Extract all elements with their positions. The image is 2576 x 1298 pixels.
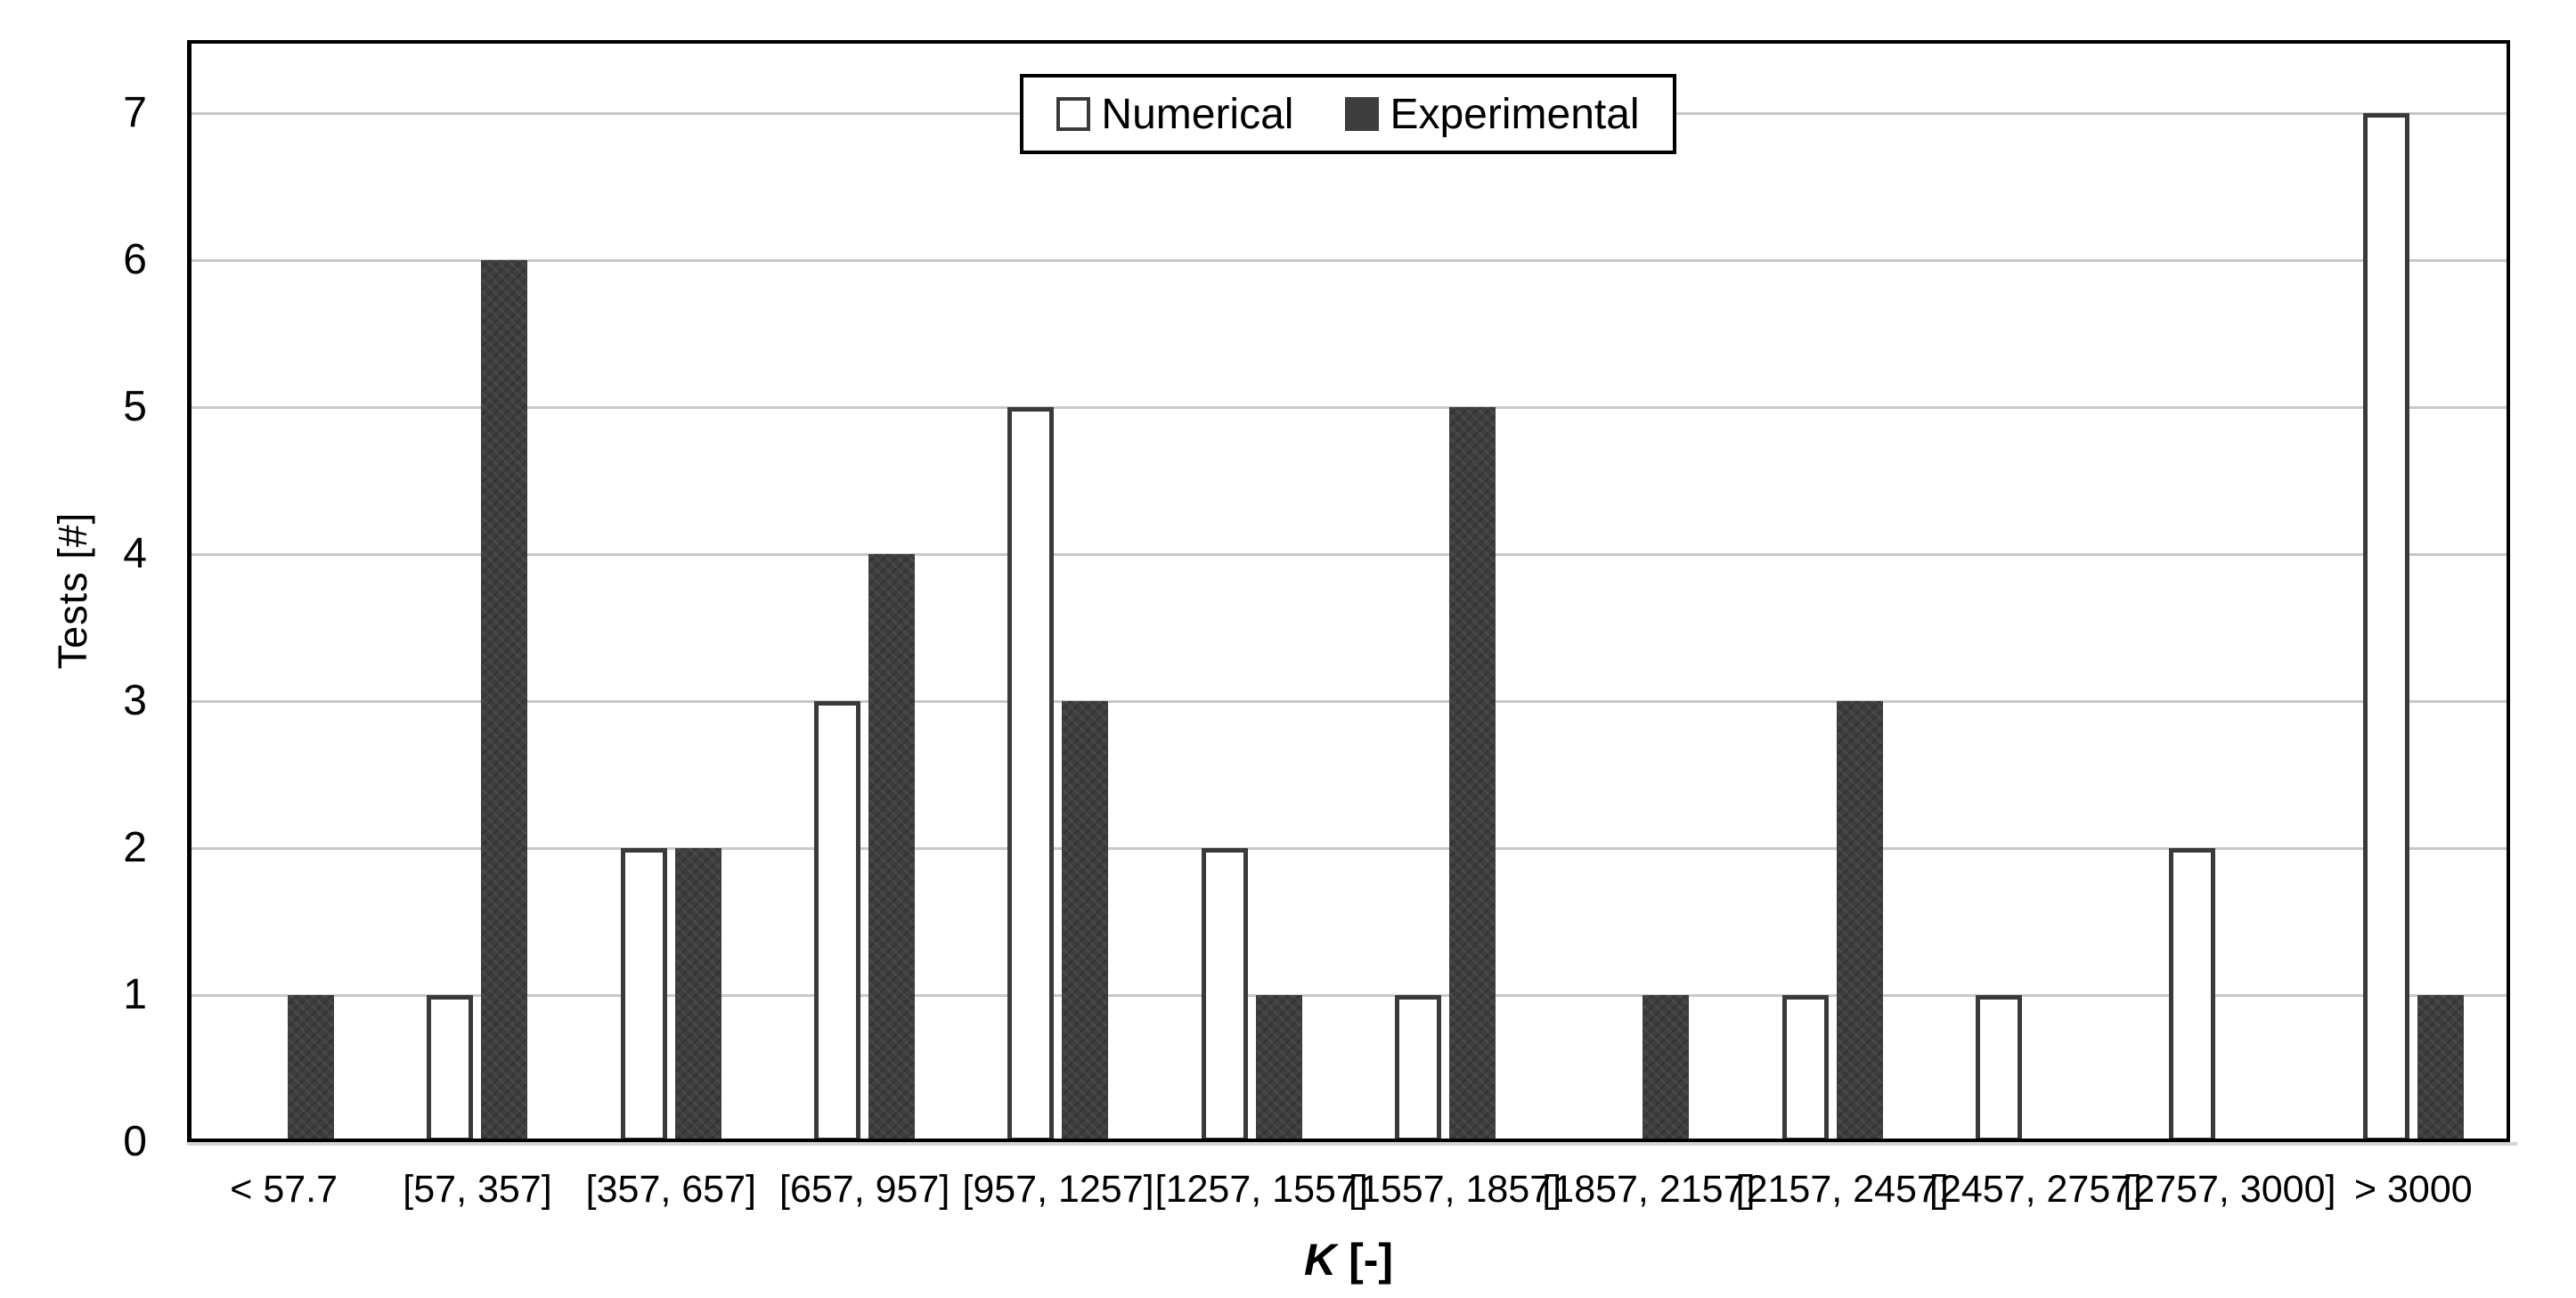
experimental-bar-3 [674,848,721,1142]
bar-group-6 [1155,40,1349,1142]
numerical-bar-3 [620,848,667,1142]
numerical-bar-7 [1395,995,1442,1142]
x-axis-line [187,1139,2510,1142]
bar-group-4 [768,40,961,1142]
numerical-bar-4 [814,701,861,1142]
legend-label-experimental: Experimental [1390,90,1640,138]
bar-group-5 [961,40,1154,1142]
plot-border-top [187,40,2510,44]
x-tick-label-6: [1257, 1557] [1154,1168,1368,1211]
experimental-bar-4 [868,554,916,1142]
x-tick-label-11: [2757, 3000] [2123,1168,2336,1211]
experimental-bar-6 [1255,995,1302,1142]
x-tick-label-2: [57, 357] [403,1168,552,1211]
y-tick-label-1: 1 [123,971,147,1019]
x-axis-title-symbol: K [1303,1235,1337,1285]
legend-entry-numerical: Numerical [1056,90,1293,139]
numerical-bar-12 [2362,113,2409,1142]
x-tick-label-8: [1857, 2157] [1542,1168,1756,1211]
y-axis-line [187,40,192,1142]
x-tick-label-7: [1557, 1857] [1349,1168,1562,1211]
plot-border-right [2507,40,2510,1142]
numerical-bar-5 [1007,407,1055,1142]
gridline-y-1 [187,993,2510,997]
x-axis-shadow [187,1142,2517,1146]
plot-area [187,40,2517,1146]
gridline-y-6 [187,258,2510,262]
numerical-bar-11 [2169,848,2216,1142]
bar-group-9 [1736,40,1929,1142]
numerical-bar-2 [427,995,474,1142]
bar-group-10 [1929,40,2123,1142]
experimental-bar-7 [1449,407,1496,1142]
experimental-bar-2 [481,260,528,1142]
experimental-bar-12 [2417,995,2464,1142]
legend-swatch-numerical [1056,97,1091,131]
experimental-bar-8 [1643,995,1690,1142]
legend-label-numerical: Numerical [1101,90,1294,138]
y-tick-label-6: 6 [123,236,147,284]
numerical-bar-6 [1201,848,1248,1142]
x-tick-label-9: [2157, 2457] [1735,1168,1949,1211]
y-tick-label-7: 7 [123,89,147,137]
y-tick-label-3: 3 [123,677,147,725]
bar-group-1 [187,40,380,1142]
y-tick-label-4: 4 [123,530,147,578]
bar-group-8 [1542,40,1735,1142]
bar-group-12 [2317,40,2510,1142]
legend-swatch-experimental [1345,97,1380,131]
gridline-y-4 [187,552,2510,556]
x-tick-label-5: [957, 1257] [962,1168,1154,1211]
numerical-bar-9 [1781,995,1829,1142]
legend-entry-experimental: Experimental [1345,90,1640,139]
gridline-y-3 [187,699,2510,703]
bar-group-11 [2123,40,2316,1142]
x-tick-label-3: [357, 657] [585,1168,756,1211]
experimental-bar-5 [1062,701,1109,1142]
x-axis-title: K [-] [1304,1234,1393,1286]
legend: Numerical Experimental [1020,74,1676,154]
x-tick-label-1: < 57.7 [230,1168,338,1211]
bar-group-3 [575,40,768,1142]
x-tick-label-4: [657, 957] [779,1168,950,1211]
experimental-bar-1 [288,995,335,1142]
y-tick-label-2: 2 [123,824,147,872]
x-axis-title-unit: [-] [1349,1235,1394,1285]
y-tick-label-0: 0 [123,1118,147,1165]
numerical-bar-10 [1976,995,2023,1142]
x-tick-label-10: [2457, 2757] [1929,1168,2143,1211]
gridline-y-5 [187,405,2510,409]
bar-group-2 [380,40,574,1142]
x-tick-label-12: > 3000 [2353,1168,2473,1211]
gridline-y-2 [187,846,2510,850]
experimental-bar-9 [1836,701,1883,1142]
y-tick-label-5: 5 [123,383,147,431]
bar-group-7 [1349,40,1542,1142]
